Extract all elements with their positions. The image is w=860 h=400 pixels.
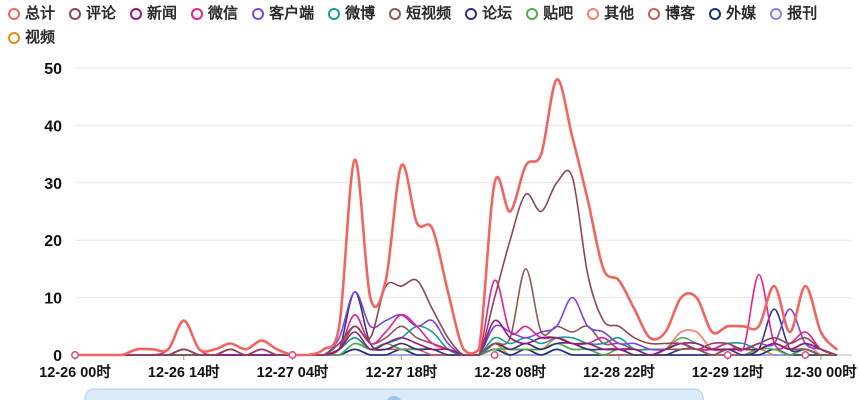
legend-label: 客户端 <box>269 5 315 22</box>
legend-label: 论坛 <box>482 5 513 22</box>
legend-marker-icon <box>252 8 265 20</box>
legend-item-短视频[interactable]: 短视频 <box>389 5 451 23</box>
legend-label: 微信 <box>208 5 239 22</box>
x-axis-label: 12-26 14时 <box>148 364 220 381</box>
legend-marker-icon <box>191 8 204 20</box>
legend-label: 评论 <box>86 5 117 22</box>
legend-marker-icon <box>130 8 143 20</box>
legend-marker-icon <box>465 8 478 20</box>
legend-label: 贴吧 <box>543 5 574 22</box>
legend-item-博客[interactable]: 博客 <box>648 5 695 23</box>
legend-item-微博[interactable]: 微博 <box>328 5 375 23</box>
legend-item-客户端[interactable]: 客户端 <box>252 5 314 23</box>
legend-label: 微博 <box>345 5 376 22</box>
legend-item-贴吧[interactable]: 贴吧 <box>526 5 573 23</box>
axis-point-marker <box>723 351 732 359</box>
legend-item-其他[interactable]: 其他 <box>587 5 634 23</box>
legend-marker-icon <box>328 8 341 20</box>
legend-item-外媒[interactable]: 外媒 <box>709 5 756 23</box>
series-line-总计 <box>73 78 838 357</box>
legend-label: 其他 <box>604 5 635 22</box>
x-axis-label: 12-26 00时 <box>39 364 111 381</box>
x-axis-label: 12-27 04时 <box>257 364 329 381</box>
legend-label: 视频 <box>25 29 56 46</box>
legend-item-论坛[interactable]: 论坛 <box>465 5 512 23</box>
legend-label: 短视频 <box>406 5 452 22</box>
legend-marker-icon <box>389 8 402 20</box>
y-axis-label: 0 <box>53 348 62 365</box>
legend-marker-icon <box>587 8 600 20</box>
y-axis-label: 20 <box>44 233 62 250</box>
datazoom-slider[interactable] <box>84 388 704 400</box>
series-line-评论 <box>74 169 838 356</box>
x-axis-label: 12-28 22时 <box>583 364 655 381</box>
y-axis-label: 10 <box>44 291 62 308</box>
axis-point-marker <box>71 351 79 359</box>
datazoom-handle[interactable] <box>386 396 402 400</box>
x-axis-label: 12-30 00时 <box>785 364 857 381</box>
legend-marker-icon <box>8 32 20 44</box>
chart-legend: 总计 评论 新闻 微信 客户端 微博 短视频 论坛 贴吧 其他 博客 外媒 报刊视频 <box>8 5 854 47</box>
legend-item-评论[interactable]: 评论 <box>69 5 116 23</box>
y-axis-label: 50 <box>44 61 62 78</box>
legend-label: 新闻 <box>147 5 178 22</box>
legend-label: 报刊 <box>787 5 818 22</box>
legend-marker-icon <box>709 8 722 20</box>
legend-item-总计[interactable]: 总计 <box>8 5 55 23</box>
legend-marker-icon <box>770 8 783 20</box>
axis-point-marker <box>801 351 810 359</box>
legend-marker-icon <box>69 8 82 20</box>
x-axis-label: 12-28 08时 <box>474 364 546 381</box>
legend-marker-icon <box>526 8 539 20</box>
legend-item-新闻[interactable]: 新闻 <box>130 5 177 23</box>
series-line-短视频 <box>74 268 838 356</box>
x-axis-label: 12-27 18时 <box>365 364 437 381</box>
legend-label: 博客 <box>665 5 696 22</box>
legend-item-报刊[interactable]: 报刊 <box>770 5 817 23</box>
y-axis-label: 30 <box>44 176 62 193</box>
legend-marker-icon <box>8 8 20 20</box>
legend-item-微信[interactable]: 微信 <box>191 5 238 23</box>
axis-point-marker <box>490 351 499 359</box>
x-axis-label: 12-29 12时 <box>692 364 764 381</box>
legend-item-视频[interactable]: 视频 <box>8 29 55 47</box>
legend-label: 外媒 <box>726 5 757 22</box>
axis-point-marker <box>288 351 297 359</box>
y-axis-label: 40 <box>44 118 62 135</box>
legend-label: 总计 <box>25 5 56 22</box>
legend-marker-icon <box>648 8 661 20</box>
